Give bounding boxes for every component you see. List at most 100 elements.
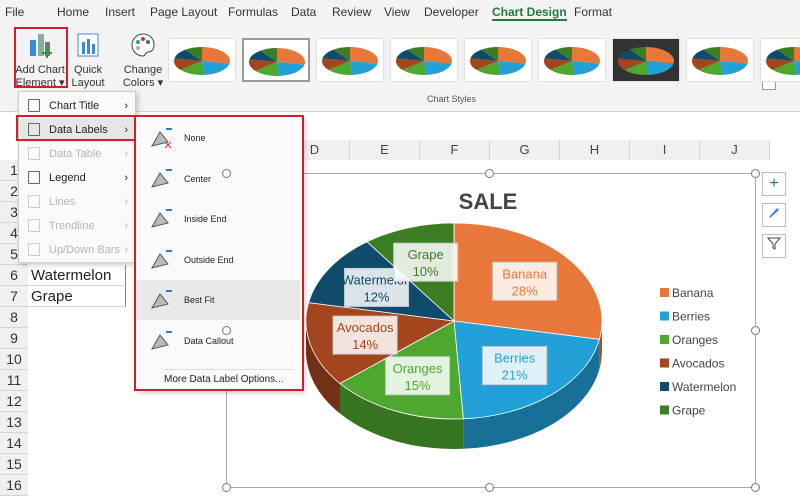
chart-elements-plus-button[interactable]: + bbox=[762, 172, 786, 196]
resize-handle[interactable] bbox=[751, 483, 760, 492]
tab-page-layout[interactable]: Page Layout bbox=[150, 5, 218, 19]
tab-review[interactable]: Review bbox=[332, 5, 372, 19]
tab-format[interactable]: Format bbox=[574, 5, 613, 19]
legend-entry-watermelon[interactable]: Watermelon bbox=[672, 380, 736, 394]
change-colors-button[interactable]: Change Colors ▾ bbox=[122, 30, 164, 90]
tab-home[interactable]: Home bbox=[57, 5, 90, 19]
cell-A7[interactable]: Grape bbox=[28, 286, 126, 307]
row-header-12[interactable]: 12 bbox=[0, 391, 28, 412]
column-header-G[interactable]: G bbox=[490, 140, 560, 160]
data-label-grape[interactable]: Grape 10% bbox=[393, 242, 459, 282]
highlight-add-chart-element bbox=[14, 27, 68, 88]
chart-style-thumbnail[interactable] bbox=[686, 38, 754, 82]
legend-entry-grape[interactable]: Grape bbox=[672, 404, 706, 418]
row-header-13[interactable]: 13 bbox=[0, 412, 28, 433]
chart-styles-brush-button[interactable] bbox=[762, 203, 786, 227]
column-header-H[interactable]: H bbox=[560, 140, 630, 160]
data-label-berries[interactable]: Berries 21% bbox=[482, 346, 548, 386]
tab-chart-design[interactable]: Chart Design bbox=[492, 5, 567, 21]
menu-bar bbox=[0, 0, 800, 24]
svg-text:21%: 21% bbox=[502, 368, 528, 383]
column-header-I[interactable]: I bbox=[630, 140, 700, 160]
data-label-inside-end-icon bbox=[150, 209, 172, 228]
menu-item-chart-title[interactable]: Chart Title › bbox=[19, 94, 136, 118]
row-header-14[interactable]: 14 bbox=[0, 433, 28, 454]
chart-style-thumbnail[interactable] bbox=[242, 38, 310, 82]
row-header-11[interactable]: 11 bbox=[0, 370, 28, 391]
data-label-center-icon bbox=[150, 168, 172, 188]
data-label-option-outside-end[interactable]: Outside End bbox=[136, 240, 300, 280]
resize-handle[interactable] bbox=[222, 326, 231, 335]
legend-entry-banana[interactable]: Banana bbox=[672, 286, 714, 300]
cell-A6[interactable]: Watermelon bbox=[28, 265, 126, 286]
chart-style-thumbnail[interactable] bbox=[316, 38, 384, 82]
column-header-J[interactable]: J bbox=[700, 140, 770, 160]
data-label-option-data-callout[interactable]: Data Callout bbox=[136, 321, 300, 361]
legend-swatch bbox=[660, 405, 669, 415]
chevron-right-icon: › bbox=[124, 172, 128, 184]
data-label-option-best-fit[interactable]: Best Fit bbox=[136, 280, 300, 320]
tab-formulas[interactable]: Formulas bbox=[228, 5, 279, 19]
menu-item-data-labels[interactable]: Data Labels › bbox=[19, 118, 136, 142]
column-header-F[interactable]: F bbox=[420, 140, 490, 160]
data-label-oranges[interactable]: Oranges 15% bbox=[385, 356, 451, 396]
column-header-E[interactable]: E bbox=[350, 140, 420, 160]
pie-chart[interactable]: SALE Banana 28% Berries 21% Oranges 15% Avocado… bbox=[226, 173, 756, 488]
pie-side-oranges bbox=[339, 383, 464, 449]
row-header-8[interactable]: 8 bbox=[0, 307, 28, 328]
row-header-15[interactable]: 15 bbox=[0, 454, 28, 475]
menu-item-icon bbox=[28, 219, 40, 232]
chart-style-thumbnail[interactable] bbox=[168, 38, 236, 82]
data-label-data-callout-icon bbox=[150, 330, 172, 350]
data-label-outside-end-icon bbox=[150, 249, 172, 269]
svg-text:14%: 14% bbox=[352, 337, 378, 352]
tab-view[interactable]: View bbox=[384, 5, 410, 19]
row-header-7[interactable]: 7 bbox=[0, 286, 28, 307]
menu-item-legend[interactable]: Legend › bbox=[19, 166, 136, 190]
legend-swatch bbox=[660, 382, 669, 391]
data-label-option-none[interactable]: None bbox=[136, 118, 300, 158]
chevron-right-icon: › bbox=[124, 148, 128, 160]
tab-developer[interactable]: Developer bbox=[424, 5, 479, 19]
data-label-banana[interactable]: Banana 28% bbox=[492, 261, 558, 301]
resize-handle[interactable] bbox=[485, 483, 494, 492]
chart-style-thumbnail[interactable] bbox=[390, 38, 458, 82]
resize-handle[interactable] bbox=[222, 483, 231, 492]
resize-handle[interactable] bbox=[751, 169, 760, 178]
data-label-option-center[interactable]: Center bbox=[136, 159, 300, 199]
row-header-6[interactable]: 6 bbox=[0, 265, 28, 286]
thumbnail-pie bbox=[544, 47, 600, 75]
data-label-option-inside-end[interactable]: Inside End bbox=[136, 199, 300, 239]
svg-text:Banana: Banana bbox=[502, 266, 548, 281]
chart-filters-button[interactable] bbox=[762, 234, 786, 258]
menu-item-icon bbox=[28, 99, 40, 112]
tab-insert[interactable]: Insert bbox=[105, 5, 136, 19]
chart-style-thumbnail[interactable] bbox=[538, 38, 606, 82]
data-label-avocados[interactable]: Avocados 14% bbox=[332, 315, 398, 355]
resize-handle[interactable] bbox=[222, 169, 231, 178]
tab-file[interactable]: File bbox=[5, 5, 25, 19]
menu-item-icon bbox=[28, 147, 40, 160]
menu-item-icon bbox=[28, 243, 40, 256]
svg-text:10%: 10% bbox=[413, 264, 439, 279]
resize-handle[interactable] bbox=[751, 326, 760, 335]
more-data-label-options[interactable]: More Data Label Options... bbox=[164, 369, 294, 385]
legend-entry-avocados[interactable]: Avocados bbox=[672, 357, 724, 371]
legend-entry-berries[interactable]: Berries bbox=[672, 310, 710, 324]
data-labels-submenu: None Center Inside End Outside End Best Fit D… bbox=[135, 115, 303, 391]
highlight-submenu bbox=[134, 115, 304, 391]
chart-title[interactable]: SALE bbox=[459, 189, 518, 214]
row-header-10[interactable]: 10 bbox=[0, 349, 28, 370]
row-header-9[interactable]: 9 bbox=[0, 328, 28, 349]
resize-handle[interactable] bbox=[485, 169, 494, 178]
legend-entry-oranges[interactable]: Oranges bbox=[672, 333, 718, 347]
chart-style-thumbnail[interactable] bbox=[612, 38, 680, 82]
add-chart-element-menu: Chart Title › Data Labels › Data Table › Legen… bbox=[18, 91, 136, 263]
chart-style-thumbnail[interactable] bbox=[760, 38, 800, 82]
chart-style-thumbnail[interactable] bbox=[464, 38, 532, 82]
legend-swatch bbox=[660, 311, 669, 321]
thumbnail-pie bbox=[692, 47, 748, 75]
tab-data[interactable]: Data bbox=[291, 5, 317, 19]
row-header-16[interactable]: 16 bbox=[0, 475, 28, 496]
